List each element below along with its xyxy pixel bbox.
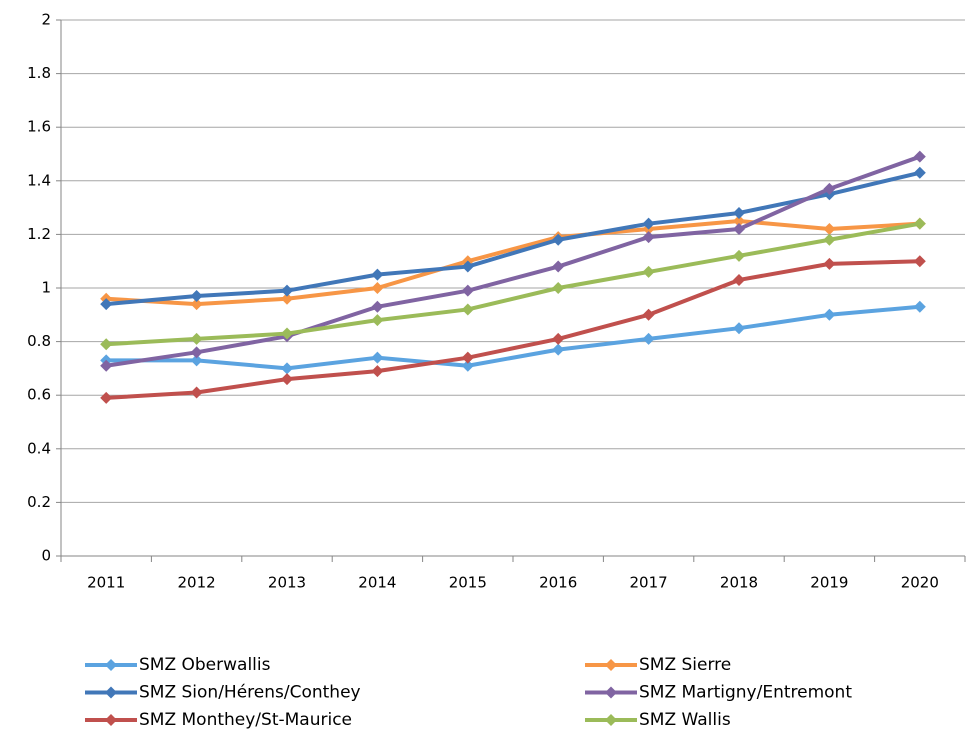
y-tick-label: 1.6 bbox=[27, 118, 51, 136]
point bbox=[100, 338, 113, 351]
point bbox=[552, 343, 565, 356]
point bbox=[371, 314, 384, 327]
point bbox=[461, 284, 474, 297]
point bbox=[190, 298, 203, 311]
x-tick-label: 2012 bbox=[178, 574, 216, 592]
point bbox=[823, 257, 836, 270]
point bbox=[823, 233, 836, 246]
point bbox=[913, 255, 926, 268]
point bbox=[913, 300, 926, 313]
point bbox=[371, 300, 384, 313]
x-tick-label: 2014 bbox=[358, 574, 396, 592]
point bbox=[552, 233, 565, 246]
x-tick-label: 2019 bbox=[810, 574, 848, 592]
point bbox=[461, 303, 474, 316]
legend-label: SMZ Wallis bbox=[639, 710, 731, 730]
point bbox=[190, 290, 203, 303]
point bbox=[281, 373, 293, 386]
point bbox=[642, 217, 655, 230]
legend-marker bbox=[605, 686, 617, 699]
point bbox=[642, 308, 655, 321]
point bbox=[552, 260, 565, 273]
point bbox=[913, 217, 926, 230]
point bbox=[642, 231, 655, 244]
series-line bbox=[106, 259, 920, 400]
point bbox=[913, 166, 926, 179]
legend-label: SMZ Martigny/Entremont bbox=[639, 683, 852, 703]
legend-label: SMZ Sion/Hérens/Conthey bbox=[139, 683, 361, 703]
point bbox=[371, 282, 384, 294]
point bbox=[281, 327, 293, 340]
y-tick-label: 1.2 bbox=[27, 225, 51, 243]
series-line bbox=[106, 170, 921, 307]
point bbox=[100, 391, 113, 404]
point bbox=[733, 215, 745, 227]
point bbox=[461, 351, 474, 364]
point bbox=[552, 282, 565, 294]
point bbox=[642, 265, 655, 278]
point bbox=[823, 182, 836, 195]
y-tick-label: 2 bbox=[41, 11, 51, 29]
point bbox=[733, 273, 745, 286]
point bbox=[190, 386, 203, 399]
point bbox=[190, 332, 203, 345]
legend-marker bbox=[605, 714, 617, 726]
point bbox=[281, 292, 293, 305]
x-tick-label: 2013 bbox=[268, 574, 306, 592]
point bbox=[461, 260, 474, 273]
y-tick-label: 1.4 bbox=[27, 171, 51, 189]
point bbox=[823, 223, 836, 236]
point bbox=[733, 223, 745, 236]
point bbox=[823, 308, 836, 321]
x-tick-label: 2018 bbox=[720, 574, 758, 592]
y-tick-label: 1 bbox=[41, 279, 51, 297]
point bbox=[461, 359, 474, 372]
point bbox=[371, 351, 384, 364]
y-tick-label: 0.2 bbox=[27, 493, 51, 511]
series-line bbox=[106, 221, 921, 347]
legend-label: SMZ Sierre bbox=[639, 655, 731, 675]
point bbox=[371, 365, 384, 378]
point bbox=[552, 332, 565, 345]
point bbox=[190, 354, 203, 367]
point bbox=[642, 332, 655, 345]
point bbox=[190, 346, 203, 359]
y-tick-label: 0.8 bbox=[27, 332, 51, 350]
y-tick-label: 0 bbox=[41, 547, 51, 565]
series-line bbox=[106, 304, 920, 371]
point bbox=[913, 150, 926, 163]
y-tick-label: 1.8 bbox=[27, 64, 51, 82]
legend-marker bbox=[105, 714, 117, 726]
x-tick-label: 2015 bbox=[449, 574, 487, 592]
legend-marker bbox=[105, 659, 117, 671]
point bbox=[100, 359, 113, 372]
legend-marker bbox=[105, 686, 117, 699]
legend-label: SMZ Oberwallis bbox=[139, 655, 271, 675]
point bbox=[733, 206, 745, 219]
y-tick-label: 0.4 bbox=[27, 439, 51, 457]
x-tick-label: 2011 bbox=[87, 574, 125, 592]
point bbox=[371, 268, 384, 281]
series-line bbox=[106, 219, 920, 307]
y-tick-label: 0.6 bbox=[27, 386, 51, 404]
point bbox=[733, 322, 745, 335]
x-tick-label: 2020 bbox=[901, 574, 939, 592]
point bbox=[281, 284, 293, 297]
series-line bbox=[105, 154, 921, 368]
legend-label: SMZ Monthey/St-Maurice bbox=[139, 710, 352, 730]
legend-marker bbox=[605, 659, 617, 671]
x-tick-label: 2017 bbox=[630, 574, 668, 592]
point bbox=[733, 249, 745, 262]
point bbox=[281, 362, 293, 375]
x-tick-label: 2016 bbox=[539, 574, 577, 592]
point bbox=[100, 298, 113, 311]
